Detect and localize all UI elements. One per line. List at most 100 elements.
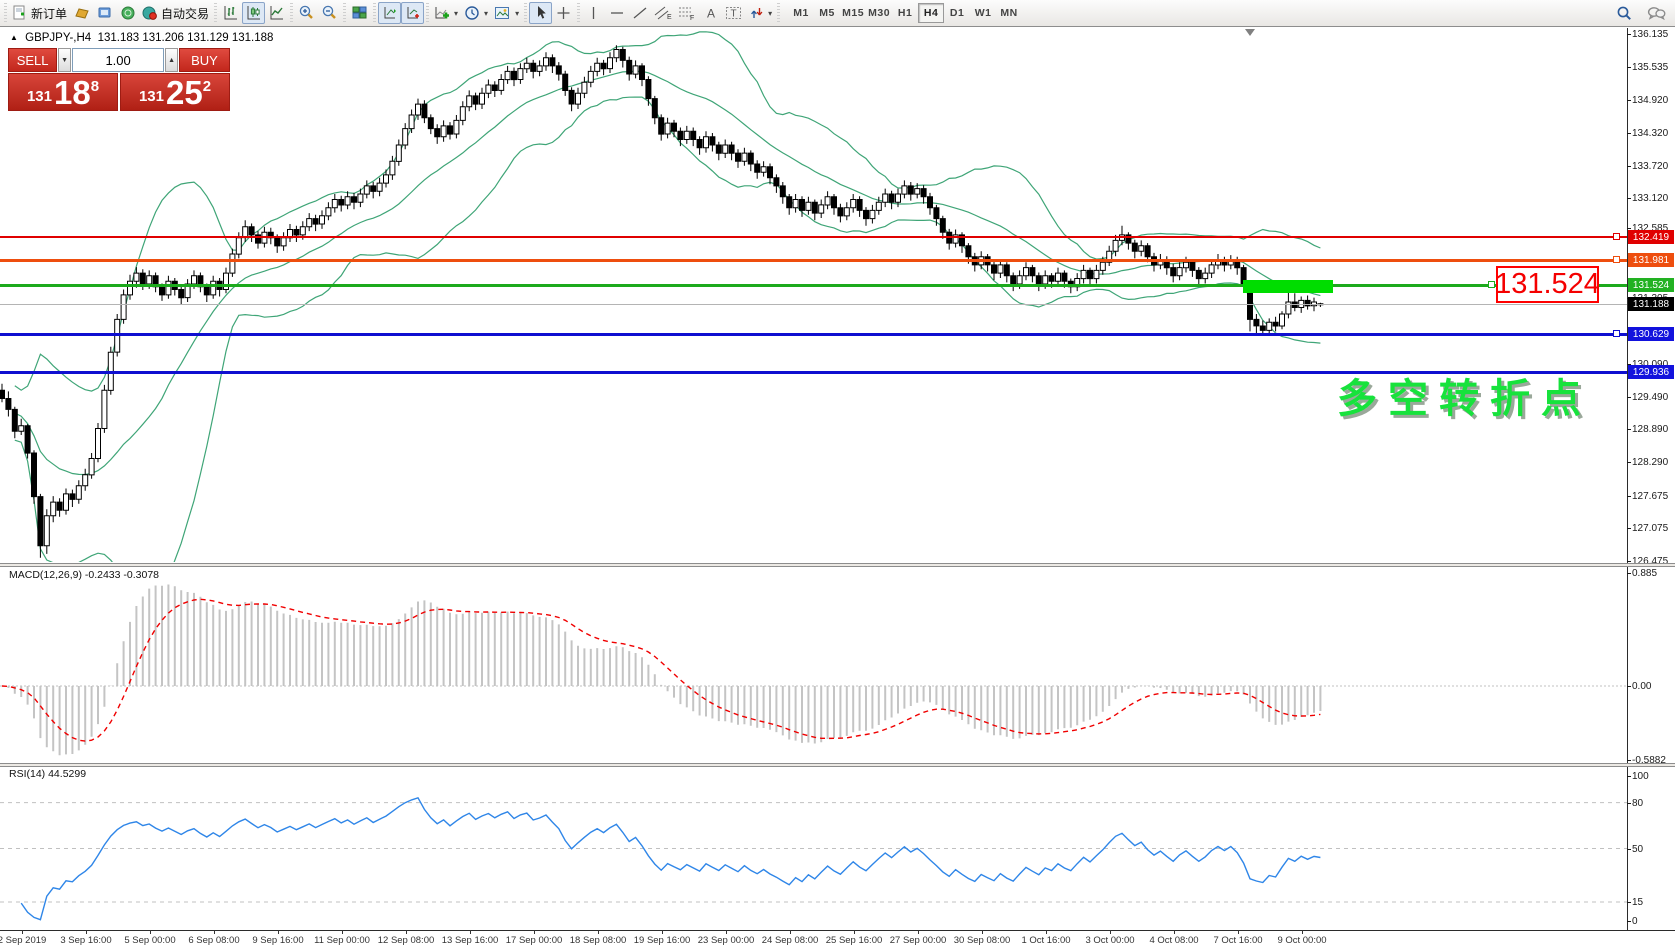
sell-button[interactable]: SELL [8,48,58,72]
time-label: 18 Sep 08:00 [569,935,627,946]
arrows-dropdown-caret[interactable]: ▾ [768,8,773,18]
indicators-dropdown-caret[interactable]: ▾ [454,8,459,18]
time-label: 2 Sep 2019 [0,935,47,946]
line-anchor[interactable] [1613,233,1620,240]
time-label: 9 Oct 00:00 [1277,935,1327,946]
cursor-button[interactable] [529,2,553,24]
horizontal-line-button[interactable] [605,2,628,24]
time-tick-mark [342,930,343,934]
time-label: 30 Sep 08:00 [953,935,1011,946]
toolbar-grip[interactable] [4,3,7,23]
price-callout-box[interactable]: 131.524 [1495,266,1600,303]
volume-decrease-button[interactable]: ▼ [58,48,72,72]
chart-canvas[interactable] [0,28,1675,930]
horizontal-line-132.419[interactable] [0,236,1627,238]
timeframe-h1-button[interactable]: H1 [897,7,913,19]
market-watch-button[interactable] [93,2,116,24]
zoom-in-button[interactable] [295,2,318,24]
timeframe-m5-button[interactable]: M5 [819,7,835,19]
price-tick-mark [1627,34,1631,35]
price-tick-mark [1627,760,1631,761]
templates-dropdown-caret[interactable]: ▾ [515,8,520,18]
price-tick: 128.290 [1632,457,1669,468]
buy-button[interactable]: BUY [178,48,230,72]
trendline-button[interactable] [628,2,651,24]
step-forward-button[interactable] [401,2,425,24]
panel-separator[interactable] [0,763,1675,767]
fibonacci-button[interactable]: F [675,2,699,24]
bar-chart-button[interactable] [219,2,242,24]
panel-separator[interactable] [0,563,1675,567]
time-label: 17 Sep 00:00 [505,935,563,946]
arrows-icon [751,8,763,18]
data-center-button[interactable] [116,2,139,24]
price-badge: 129.936 [1628,365,1674,379]
crosshair-button[interactable] [552,2,575,24]
toolbar-grip[interactable] [577,3,581,23]
buy-price-button[interactable]: 131 25 2 [120,73,230,111]
line-chart-icon [270,6,283,20]
auto-trading-button[interactable]: 自动交易 [139,2,212,24]
candlestick-chart-button[interactable] [242,2,266,24]
chat-button[interactable] [1644,2,1669,24]
toolbar-grip[interactable] [373,3,377,23]
price-tick-mark [1627,67,1631,68]
periods-dropdown-caret[interactable]: ▾ [484,8,489,18]
price-tick: 127.075 [1632,523,1669,534]
auto-trading-label: 自动交易 [161,6,210,21]
toolbar-grip[interactable] [777,3,781,23]
chart-shift-marker[interactable] [1245,29,1255,36]
horizontal-line-131.188-bid[interactable] [0,304,1627,305]
timeframe-d1-button[interactable]: D1 [949,7,965,19]
indicators-icon [435,7,450,19]
sell-price-button[interactable]: 131 18 8 [8,73,118,111]
volume-increase-button[interactable]: ▲ [165,48,178,72]
timeframe-mn-button[interactable]: MN [1000,7,1018,19]
time-tick-mark [214,930,215,934]
line-anchor[interactable] [1613,330,1620,337]
line-anchor[interactable] [1613,256,1620,263]
timeframe-m1-button[interactable]: M1 [793,7,809,19]
equidistant-channel-button[interactable]: E [651,2,675,24]
chart-symbol: GBPJPY-,H4 [25,32,92,44]
horizontal-line-131.981[interactable] [0,259,1627,262]
periods-button[interactable]: ▾ [461,2,491,24]
line-chart-button[interactable] [265,2,288,24]
one-click-collapse-arrow[interactable]: ▲ [10,33,18,42]
horizontal-line-131.524[interactable] [0,284,1627,287]
tile-windows-button[interactable] [348,2,371,24]
highlight-rectangle-object[interactable] [1243,280,1333,293]
line-anchor[interactable] [1488,281,1495,288]
timeframe-h4-button[interactable]: H4 [918,3,945,23]
timeframe-w1-button[interactable]: W1 [974,7,992,19]
toolbar-grip[interactable] [214,3,218,23]
toolbar-grip[interactable] [524,3,528,23]
time-tick-mark [1302,930,1303,934]
toolbar-grip[interactable] [343,3,347,23]
arrows-button[interactable]: ▾ [746,2,775,24]
text-button[interactable]: A [699,2,722,24]
templates-button[interactable]: ▾ [491,2,522,24]
new-order-label: 新订单 [31,6,68,21]
zoom-out-button[interactable] [318,2,341,24]
volume-input[interactable] [72,48,165,72]
timeframe-m15-button[interactable]: M15 [842,7,865,19]
indicators-button[interactable]: ▾ [431,2,461,24]
new-order-button[interactable]: 新订单 [9,2,70,24]
vertical-line-button[interactable] [582,2,605,24]
search-button[interactable] [1613,2,1636,24]
turning-point-annotation[interactable]: 多空转折点 [1337,377,1592,421]
time-tick-mark [470,930,471,934]
svg-text:A: A [707,7,715,21]
arrange-charts-button[interactable] [378,2,402,24]
horizontal-line-130.629[interactable] [0,333,1627,336]
toolbar-grip[interactable] [290,3,294,23]
price-tick-mark [1627,686,1631,687]
text-label-button[interactable]: T [722,2,746,24]
profiles-button[interactable] [70,2,93,24]
new-order-icon [13,5,25,20]
toolbar-grip[interactable] [426,3,430,23]
price-tick-mark [1627,902,1631,903]
timeframe-m30-button[interactable]: M30 [868,7,891,19]
